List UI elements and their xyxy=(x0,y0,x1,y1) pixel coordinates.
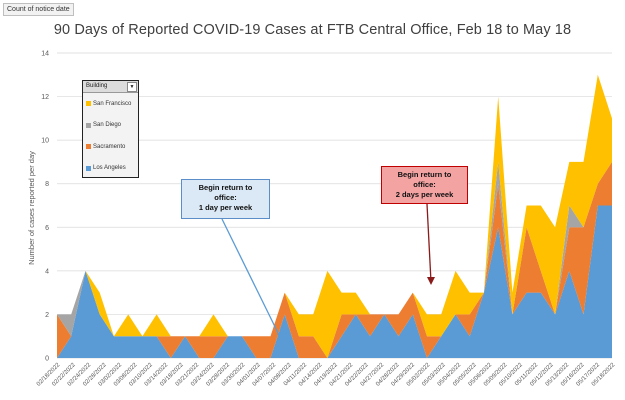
y-tick-label: 14 xyxy=(41,51,49,58)
y-tick-label: 10 xyxy=(41,138,49,145)
annotation-arrow-1 xyxy=(221,218,283,342)
count-of-notice-date-field-button[interactable]: Count of notice date xyxy=(3,3,74,16)
annotation-line: Begin return to xyxy=(198,183,253,192)
legend-label: San Francisco xyxy=(93,100,132,107)
legend-title: Building xyxy=(86,83,108,89)
legend-header: Building ▼ xyxy=(83,81,138,93)
x-axis-ticks: 02/18/202202/22/202202/24/202202/28/2022… xyxy=(36,362,617,388)
annotation-arrowhead-1 xyxy=(277,333,284,343)
area-series-sacramento xyxy=(57,161,612,358)
legend-item-sacramento: Sacramento xyxy=(83,136,138,158)
annotation-line: office: xyxy=(214,193,237,202)
chart-title: 90 Days of Reported COVID-19 Cases at FT… xyxy=(53,22,572,38)
annotation-box-2-days: Begin return to office: 2 days per week xyxy=(381,166,468,204)
stacked-areas xyxy=(57,74,612,359)
legend-swatch xyxy=(86,165,91,171)
y-axis-ticks: 0 2 4 6 8 10 12 14 xyxy=(41,51,49,363)
y-tick-label: 0 xyxy=(45,356,49,363)
legend-item-los-angeles: Los Angeles xyxy=(83,158,138,180)
legend-item-san-francisco: San Francisco xyxy=(83,93,138,115)
annotation-line: 1 day per week xyxy=(198,203,253,212)
annotation-arrow-2 xyxy=(426,203,432,283)
annotation-line: office: xyxy=(413,180,436,189)
annotation-box-1-day: Begin return to office: 1 day per week xyxy=(181,179,270,219)
y-tick-label: 6 xyxy=(45,225,49,232)
legend-swatch xyxy=(86,101,91,107)
area-series-san-francisco xyxy=(57,74,612,359)
legend-label: Los Angeles xyxy=(93,165,126,172)
area-series-los-angeles xyxy=(57,205,612,358)
annotation-line: Begin return to xyxy=(397,170,452,179)
legend-item-san-diego: San Diego xyxy=(83,115,138,137)
legend-swatch xyxy=(86,144,91,150)
legend-slicer[interactable]: Building ▼ San Francisco San Diego Sacra… xyxy=(82,80,139,178)
y-tick-label: 8 xyxy=(45,181,49,188)
dropdown-arrow-icon[interactable]: ▼ xyxy=(127,82,137,92)
annotation-line: 2 days per week xyxy=(395,190,454,199)
annotation-arrowhead-2 xyxy=(427,277,435,285)
y-axis-label: Number of cases reported per day xyxy=(27,151,36,265)
legend-label: Sacramento xyxy=(93,143,126,150)
y-tick-label: 12 xyxy=(41,94,49,101)
legend-swatch xyxy=(86,122,91,128)
y-tick-label: 4 xyxy=(45,268,49,275)
y-tick-label: 2 xyxy=(45,312,49,319)
legend-label: San Diego xyxy=(93,122,122,129)
